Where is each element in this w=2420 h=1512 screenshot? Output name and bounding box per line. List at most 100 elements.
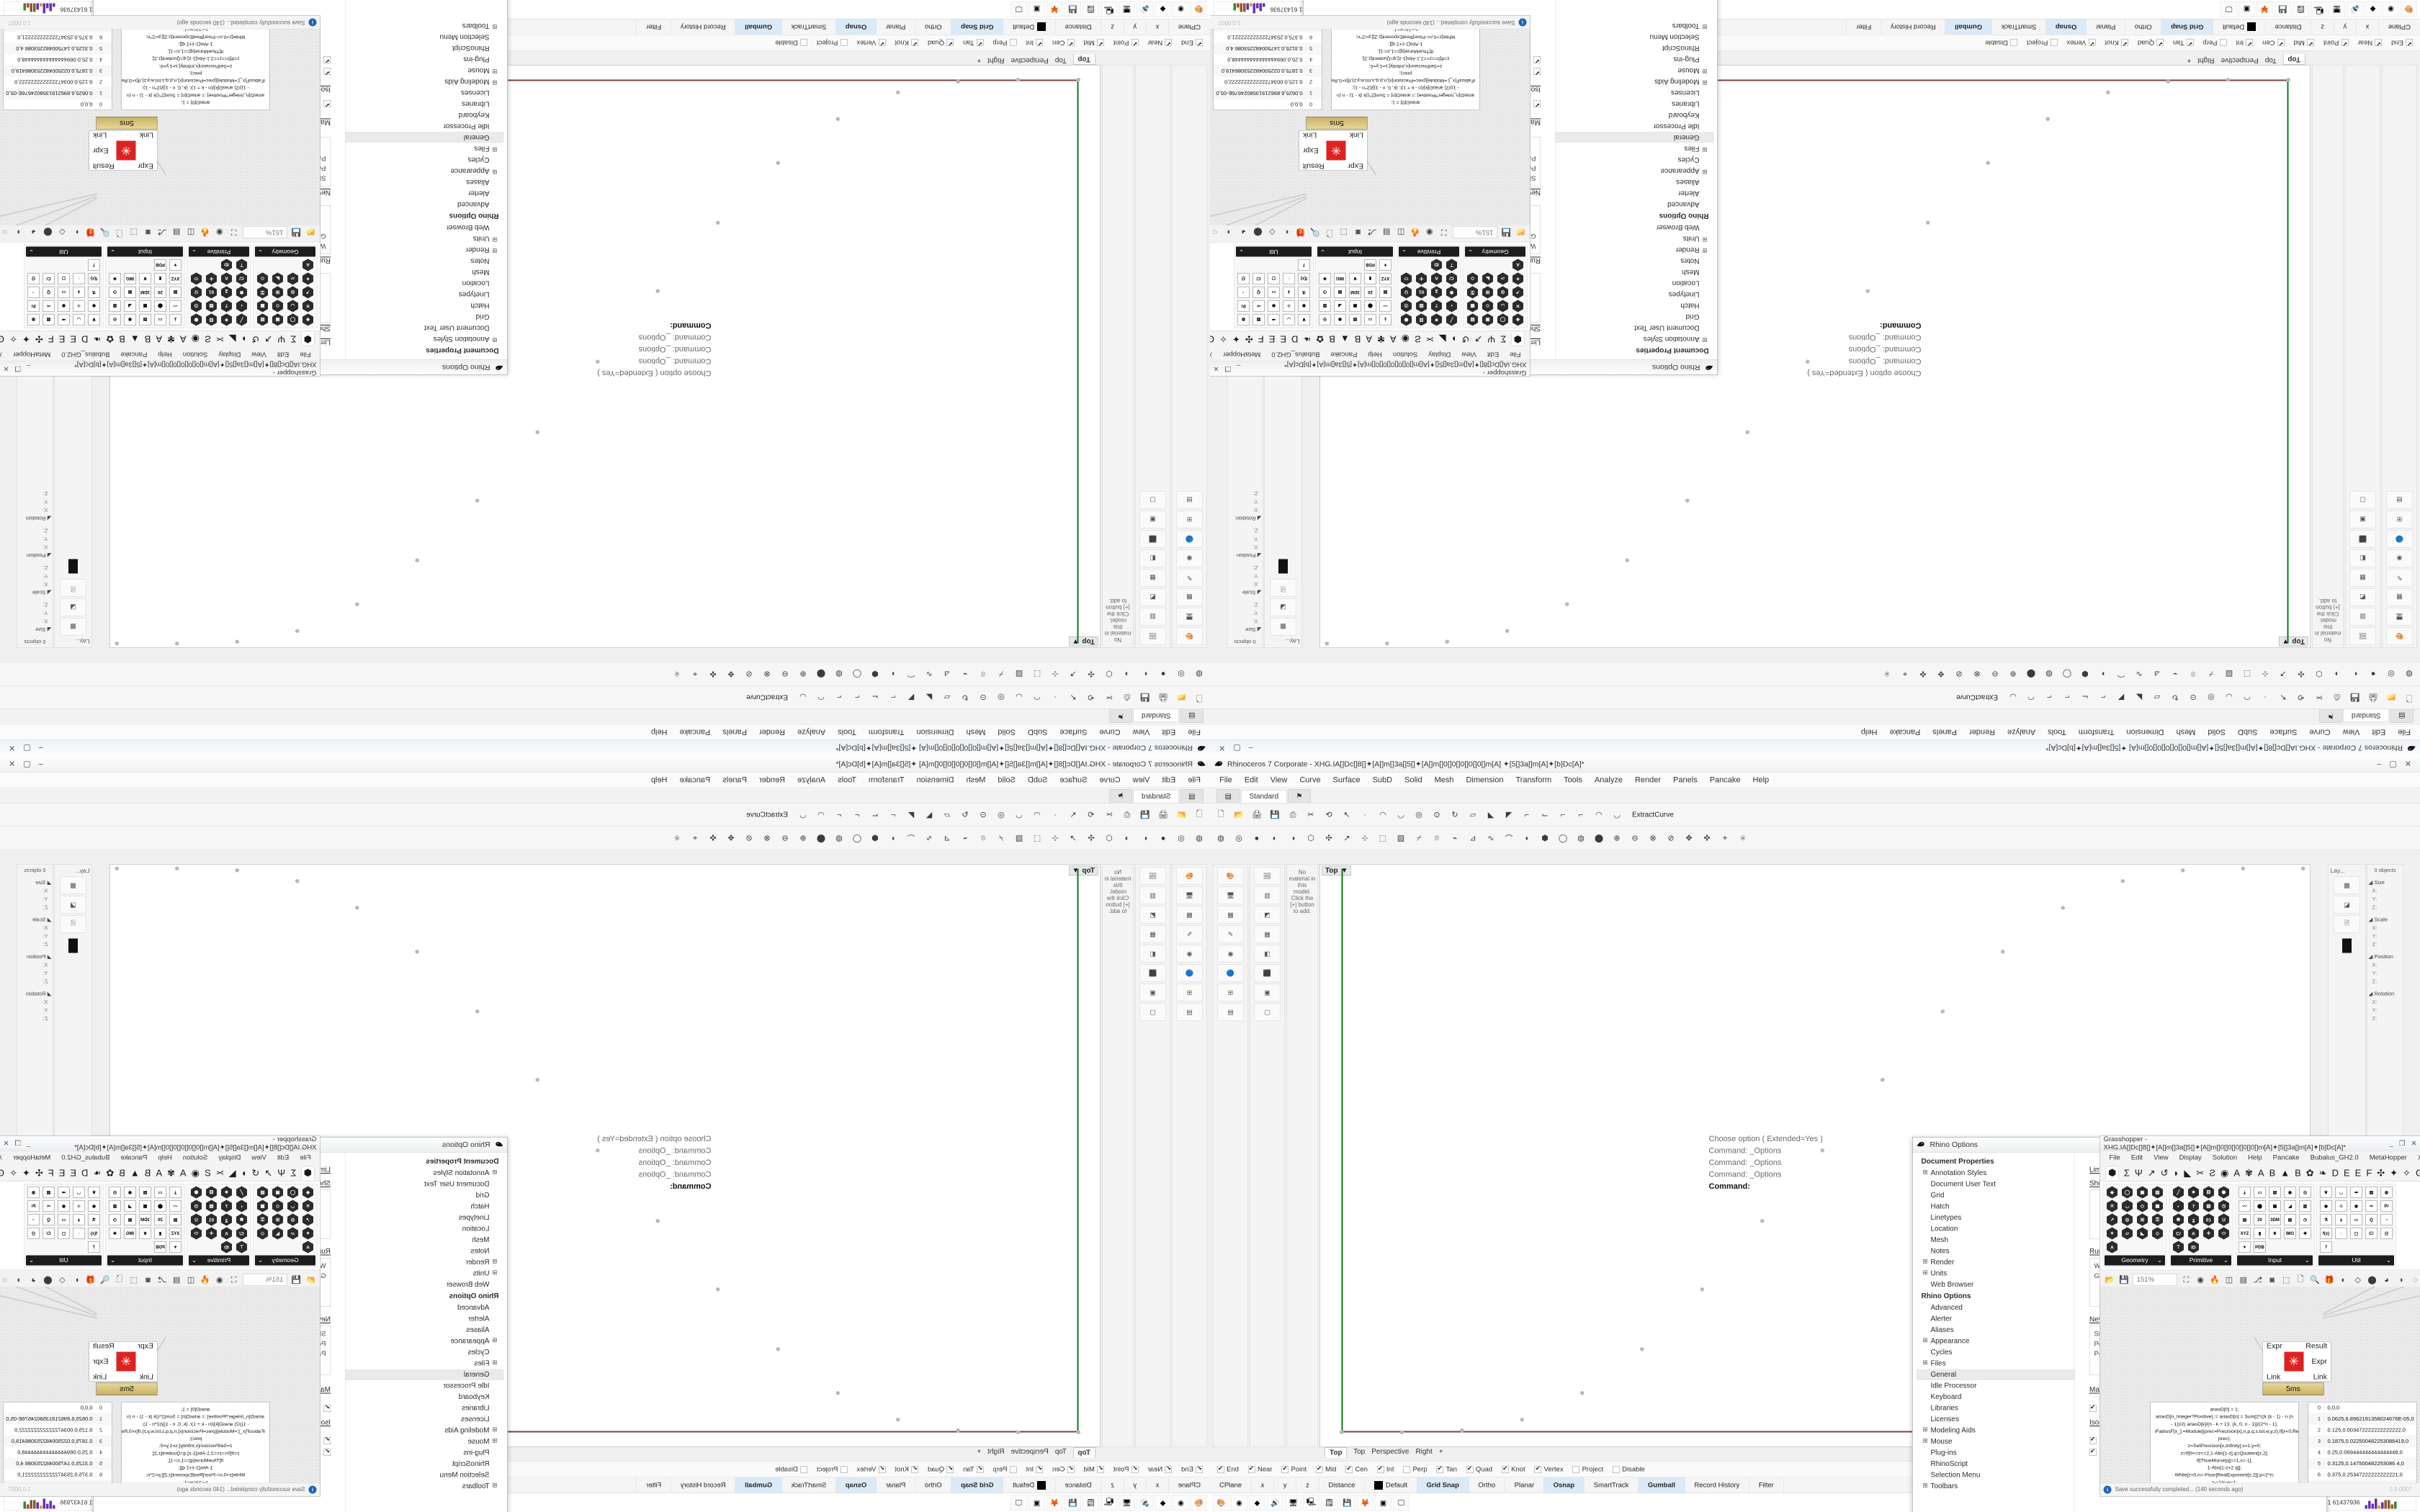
gh-tab-11[interactable]: ✾ [2245,1167,2253,1179]
toolbar2-icon-18[interactable]: ⬢ [871,833,879,843]
osnap-cen[interactable]: Cen [2262,39,2285,47]
gh-component-rec-icon[interactable]: ◉ [1266,300,1281,313]
chevron-down-icon[interactable]: ⌄ [2385,1256,2391,1264]
options-tree-notes[interactable]: Notes [470,1247,490,1255]
gh-component-sphere-icon[interactable]: ⬤ [2252,1200,2267,1213]
toolbar2-icon-12[interactable]: ⌾ [1434,833,1440,843]
gh-tab-10[interactable]: A [180,333,187,345]
toolbar2-icon-23[interactable]: ⊖ [1991,670,1999,679]
options-tree-alerter[interactable]: Alerter [468,1315,490,1323]
options-tree-units[interactable]: Units [346,1268,504,1279]
menu-item-curve[interactable]: Curve [1099,728,1121,737]
chevron-down-icon[interactable]: ⌄ [192,1256,197,1264]
chevron-down-icon[interactable]: ⌄ [192,248,197,256]
toolbar2-icon-7[interactable]: ↗ [1070,833,1077,843]
options-tree-toolbars[interactable]: Toolbars [346,20,504,32]
toolbar-icon-20[interactable]: ⌐ [1578,810,1584,819]
search-icon[interactable]: 🔍 [100,228,110,238]
result-table[interactable]: 0 0,0,0 1 0.0625,6.8962191358024676E-05,0 2 0… [2308,1402,2417,1483]
gh-component-cal20-icon[interactable]: 20 [153,286,168,300]
search-icon[interactable]: 🔍 [1310,228,1320,238]
osnap-point[interactable]: Point [2323,39,2349,47]
panel-icon-0-2[interactable]: ▦ [1217,906,1244,924]
gh-component-dice-icon[interactable]: ⚄ [2201,1186,2216,1200]
gh-component-blob-icon[interactable]: ◗ [234,1200,249,1213]
toolbar2-icon-7[interactable]: ↗ [1343,833,1350,843]
gh-component-fx-icon[interactable]: f(x) [1296,272,1312,286]
toolbar-icon-15[interactable]: ◣ [926,693,933,703]
gh-component-point2-icon[interactable]: ▦ [255,1200,270,1213]
gh-menu-solution[interactable]: Solution [1392,351,1418,359]
toolbar2-icon-9[interactable]: ⬚ [1033,833,1041,843]
osnap-checkbox-vertex[interactable] [878,39,886,46]
gh-component-shape-icon[interactable]: ◣ [270,272,285,286]
panel-icon-1-5[interactable]: ⬛ [1139,964,1166,982]
gh-component-dice-icon[interactable]: ⚄ [204,313,219,327]
viewport-tab-3[interactable]: Right [1415,1447,1433,1456]
taskbar-notepad-icon[interactable]: 🗒 [2293,1,2309,17]
preview-green-icon[interactable]: ◕ [31,1275,36,1284]
toolbar2-icon-2[interactable]: ● [1160,833,1166,843]
gh-component-spiral-icon[interactable]: @ [1236,272,1251,286]
gh-component-sphere-icon[interactable]: ⬤ [153,300,168,313]
toolbar2-icon-29[interactable]: ⍟ [674,670,680,679]
gh-component-cherry-icon[interactable]: ❦ [86,1186,102,1200]
gh-tab-19[interactable]: E [2343,1167,2350,1179]
menu-item-render[interactable]: Render [758,775,786,785]
gh-component-rainbow-icon[interactable]: ▥ [107,300,122,313]
profiler-icon[interactable]: ◫ [1397,228,1405,238]
panel-icon-1-7[interactable]: ▢ [1254,1003,1281,1021]
taskbar-speaker-icon[interactable]: 🔊 [1137,1,1153,17]
gh-component-tee-icon[interactable]: ⊤ [1444,258,1459,272]
gh-menu-bubalus-gh2-0[interactable]: Bubalus_GH2.0 [2310,1153,2359,1162]
gh-component-palette-icon[interactable]: ◉ [1296,300,1312,313]
osnap-checkbox-knot[interactable] [911,39,918,46]
osnap-checkbox-near[interactable] [2375,39,2383,46]
gh-menu-display[interactable]: Display [218,351,241,359]
gh-menu-metahopper[interactable]: MetaHopper [1223,351,1261,359]
gh-tab-5[interactable]: ◗ [2173,1167,2179,1179]
gh-tab-16[interactable]: ✿ [1316,333,1325,345]
gh-component-ID-icon[interactable]: ID [1429,258,1444,272]
gh-component-xyz-icon[interactable]: XYZ [1378,272,1393,286]
gh-component-cal20-icon[interactable]: 20 [2252,1213,2267,1227]
viewport-label[interactable]: Top ▼ [1069,636,1098,647]
toolbar2-icon-20[interactable]: ◍ [835,833,843,843]
gh-component-pdb-icon[interactable]: PDB [153,258,168,272]
options-tree-selection-menu[interactable]: Selection Menu [439,1471,490,1479]
toolbar2-icon-24[interactable]: ⊗ [763,670,771,679]
toolbar2-icon-21[interactable]: ⬤ [1594,833,1604,843]
toolbar-icon-0[interactable]: 🗋 [2406,693,2413,703]
gh-component-7-icon[interactable]: 7 [2186,1200,2201,1213]
options-tree-web-browser[interactable]: Web Browser [1930,1280,1974,1289]
toolbar2-icon-28[interactable]: ⌖ [1902,670,1908,679]
gha-icon[interactable]: ⬚ [2282,1275,2290,1284]
toolbar-icon-9[interactable]: ◠ [1034,693,1041,703]
gh-component-target-icon[interactable]: ◎ [107,1186,122,1200]
gh-tab-23[interactable]: ✦ [22,1167,30,1179]
gh-component-rec-icon[interactable]: ◉ [56,1200,71,1213]
toolbar-icon-10[interactable]: ◡ [2226,693,2233,703]
gh-group-label-geometry[interactable]: Geometry ⌄ [255,1255,315,1266]
toolbar-icon-0[interactable]: 🗋 [1196,809,1203,819]
options-tree-licenses[interactable]: Licenses [461,1415,490,1423]
menu-item-dimension[interactable]: Dimension [2126,728,2164,737]
gh-tab-1[interactable]: Σ [2123,1167,2130,1179]
toolbar2-icon-24[interactable]: ⊗ [1649,833,1657,843]
toolbar-icon-18[interactable]: ⌙ [2081,693,2089,703]
remember-copy-checkbox[interactable] [323,68,331,75]
panel-icon-1-5[interactable]: ⬛ [2349,530,2376,548]
osnap-cen[interactable]: Cen [1052,1466,1075,1474]
menu-item-curve[interactable]: Curve [1099,775,1121,785]
taskbar-rhino-icon[interactable]: ◉ [1173,1495,1189,1511]
taskbar-display-icon[interactable]: 🖳 [1101,1495,1117,1511]
gh-component-key-icon[interactable]: ⚿ [255,1213,270,1227]
osnap-checkbox-point[interactable] [1131,1466,1139,1473]
menu-item-view[interactable]: View [1132,728,1150,737]
options-tree-location[interactable]: Location [1930,1225,1958,1233]
shaded-icon[interactable]: ◐ [73,228,79,238]
panel-icon-0-3[interactable]: ✎ [2386,569,2413,587]
gh-component-cj2-icon[interactable]: C/ [2364,1227,2379,1241]
rhino-toolbar-row2[interactable]: ◍ ◎ ● ◐ ◑ ⬡ ✣ ↗ ⊹ ⬚ ▨ ⌿ ⌾ ⌁ ⊿ ∿ ⌒ ◗ ⬢ ◯ ◍ ⬤ ⊕ ⊖ ⊗ ⊘ ✥ ✜ ⌖ ⍟ [0,827,1210,850]
toolbar-tab-icon[interactable]: ▤ [1216,789,1240,803]
